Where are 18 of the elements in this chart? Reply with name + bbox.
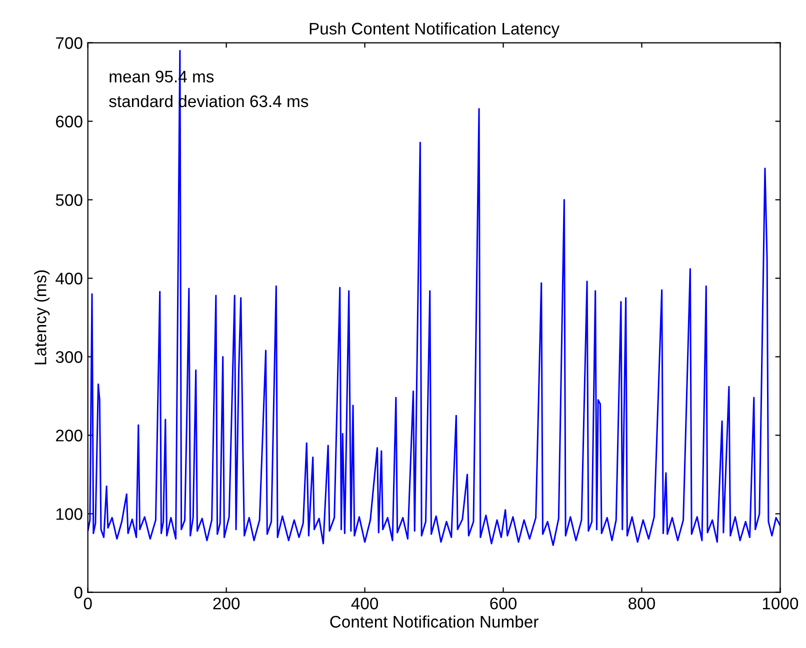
x-tick-label: 1000 (762, 598, 798, 610)
line-series (88, 50, 780, 546)
x-tick-label: 800 (628, 598, 655, 610)
x-axis-title: Content Notification Number (330, 615, 538, 628)
y-tick-label: 700 (56, 37, 82, 49)
x-tick-label: 0 (84, 598, 92, 610)
y-tick-label: 600 (56, 116, 82, 128)
y-tick-label: 200 (56, 430, 82, 442)
y-tick-label: 100 (56, 508, 82, 520)
x-tick-label: 400 (351, 598, 378, 610)
y-tick-label: 300 (56, 351, 82, 363)
y-tick-label: 0 (74, 586, 82, 598)
chart-title: Push Content Notification Latency (310, 22, 560, 38)
y-axis-title: Latency (ms) (34, 270, 50, 364)
x-tick-label: 200 (213, 598, 240, 610)
x-tick-label: 600 (490, 598, 517, 610)
y-tick-label: 500 (56, 194, 82, 206)
y-tick-label: 400 (56, 272, 82, 284)
